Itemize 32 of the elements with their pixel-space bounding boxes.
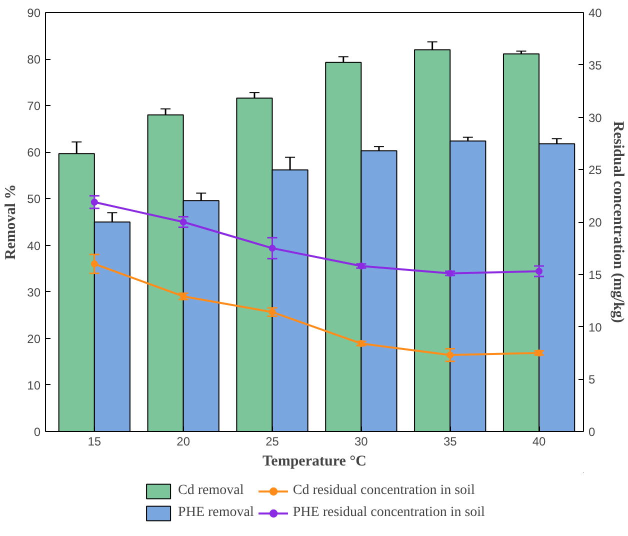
y-tick-label: 80 — [27, 52, 41, 67]
x-tick-label: 30 — [354, 434, 368, 448]
legend-label: Cd residual concentration in soil — [292, 482, 475, 500]
y-tick-label: 50 — [27, 192, 41, 206]
y2-tick-label: 0 — [588, 425, 596, 439]
y2-axis-title: Residual concentration (mg/kg) — [610, 121, 626, 323]
y2-tick-label: 10 — [588, 320, 602, 334]
y2-tick-label: 5 — [588, 372, 596, 387]
legend-label: PHE residual concentration in soil — [292, 504, 485, 522]
y-tick-label: 40 — [27, 238, 41, 253]
x-axis-title: Temperature °C — [262, 454, 366, 470]
y-tick-label: 30 — [27, 285, 41, 300]
y2-tick-label: 40 — [588, 6, 602, 20]
y-tick-label: 90 — [27, 6, 41, 20]
x-tick-label: 15 — [88, 434, 102, 448]
x-tick-label: 40 — [532, 434, 546, 448]
y2-tick-label: 15 — [588, 268, 602, 282]
x-tick-label: 25 — [266, 434, 280, 448]
x-tick-label: 35 — [443, 434, 458, 448]
y2-tick-label: 30 — [588, 110, 602, 125]
x-tick-label: 20 — [176, 434, 190, 448]
y-axis-title: Removal % — [3, 184, 20, 260]
y-tick-label: 10 — [27, 378, 41, 392]
y2-tick-label: 20 — [588, 216, 602, 230]
y-tick-label: 70 — [27, 99, 41, 114]
y-tick-label: 0 — [34, 425, 41, 439]
y-tick-label: 60 — [27, 146, 41, 160]
legend-label: Cd removal — [178, 482, 244, 500]
y2-tick-label: 25 — [588, 163, 602, 178]
y2-tick-label: 35 — [588, 58, 602, 72]
y-tick-label: 20 — [27, 332, 41, 346]
legend-label: PHE removal — [178, 504, 254, 522]
